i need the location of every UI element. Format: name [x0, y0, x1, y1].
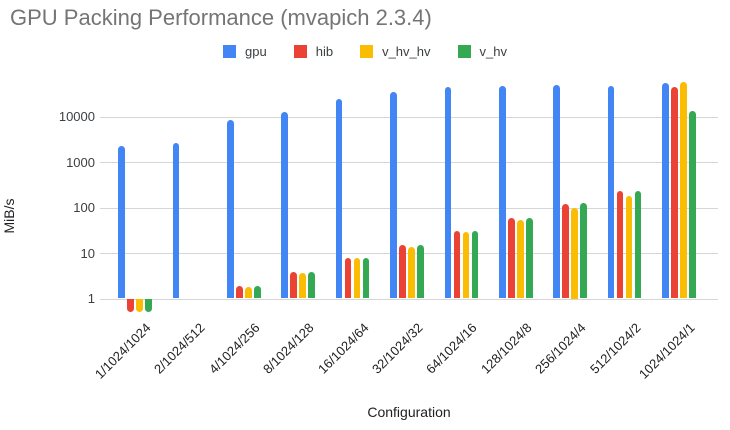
bar-v_hv-8/1024/128[interactable]	[308, 272, 315, 299]
bar-v_hv-64/1024/16[interactable]	[471, 231, 479, 299]
x-tick-label-32/1024/32: 32/1024/32	[368, 320, 426, 377]
x-tick-label-8/1024/128: 8/1024/128	[260, 320, 317, 377]
gridline-1000	[100, 162, 718, 163]
bar-gpu-64/1024/16[interactable]	[444, 87, 452, 299]
bar-v_hv_hv-4/1024/256[interactable]	[245, 286, 252, 299]
x-tick-label-512/1024/2: 512/1024/2	[586, 320, 644, 377]
y-axis-title: MiB/s	[1, 198, 17, 234]
bar-v_hv_hv-32/1024/32[interactable]	[408, 247, 415, 299]
bar-gpu-2/1024/512[interactable]	[172, 142, 180, 299]
legend-item-v_hv_hv[interactable]: v_hv_hv	[360, 43, 431, 59]
y-tick-label-1000: 1000	[66, 154, 95, 170]
bar-hib-4/1024/256[interactable]	[236, 285, 243, 299]
gridline-100	[100, 207, 718, 209]
x-axis-title: Configuration	[367, 404, 451, 420]
legend-item-hib[interactable]: hib	[293, 43, 334, 59]
bar-v_hv_hv-512/1024/2[interactable]	[625, 196, 633, 299]
gridline-10000	[100, 116, 718, 118]
legend-swatch-v_hv_hv	[360, 44, 374, 58]
bar-hib-128/1024/8[interactable]	[508, 217, 515, 299]
x-tick-label-2/1024/512: 2/1024/512	[151, 320, 208, 377]
gridline-1	[100, 298, 718, 300]
legend-label-hib: hib	[315, 43, 334, 59]
bar-v_hv-256/1024/4[interactable]	[580, 203, 587, 299]
legend-label-gpu: gpu	[245, 43, 267, 59]
bar-v_hv-1/1024/1024[interactable]	[145, 298, 152, 313]
bar-gpu-32/1024/32[interactable]	[390, 92, 397, 299]
bar-v_hv-32/1024/32[interactable]	[417, 244, 424, 299]
bar-gpu-128/1024/8[interactable]	[499, 86, 506, 299]
bar-gpu-16/1024/64[interactable]	[335, 99, 343, 299]
legend-swatch-hib	[293, 44, 307, 58]
x-tick-label-4/1024/256: 4/1024/256	[205, 320, 263, 377]
bar-gpu-256/1024/4[interactable]	[553, 85, 560, 299]
bar-v_hv_hv-256/1024/4[interactable]	[571, 207, 578, 299]
bar-hib-64/1024/16[interactable]	[453, 231, 461, 299]
chart-title: GPU Packing Performance (mvapich 2.3.4)	[10, 5, 432, 30]
legend-swatch-gpu	[223, 44, 237, 58]
bar-v_hv-4/1024/256[interactable]	[254, 285, 261, 299]
bar-v_hv_hv-8/1024/128[interactable]	[299, 272, 306, 299]
bar-v_hv-512/1024/2[interactable]	[634, 191, 642, 299]
bar-v_hv_hv-128/1024/8[interactable]	[517, 220, 524, 299]
bar-v_hv-16/1024/64[interactable]	[362, 257, 370, 299]
x-tick-label-256/1024/4: 256/1024/4	[532, 320, 589, 377]
y-tick-label-10: 10	[80, 245, 95, 261]
y-tick-label-100: 100	[73, 200, 95, 215]
bar-gpu-512/1024/2[interactable]	[607, 86, 615, 299]
x-tick-label-1024/1024/1: 1024/1024/1	[635, 320, 698, 382]
bar-gpu-1024/1024/1[interactable]	[662, 83, 669, 299]
legend-swatch-v_hv	[457, 44, 471, 58]
x-tick-label-16/1024/64: 16/1024/64	[314, 320, 372, 377]
bar-v_hv_hv-64/1024/16[interactable]	[462, 231, 470, 299]
bar-hib-512/1024/2[interactable]	[616, 190, 624, 299]
legend: gpu hib v_hv_hv v_hv	[0, 41, 730, 61]
bar-v_hv_hv-1024/1024/1[interactable]	[680, 82, 687, 299]
bar-hib-8/1024/128[interactable]	[290, 272, 297, 299]
legend-item-v_hv[interactable]: v_hv	[457, 43, 507, 59]
bar-hib-16/1024/64[interactable]	[344, 257, 352, 299]
legend-label-v_hv_hv: v_hv_hv	[382, 43, 431, 59]
y-tick-label-1: 1	[87, 291, 95, 306]
y-tick-label-10000: 10000	[58, 109, 95, 124]
x-tick-label-128/1024/8: 128/1024/8	[477, 320, 535, 377]
legend-label-v_hv: v_hv	[479, 43, 507, 59]
bar-gpu-1/1024/1024[interactable]	[118, 146, 125, 299]
bar-hib-1/1024/1024[interactable]	[127, 298, 134, 313]
bar-hib-1024/1024/1[interactable]	[671, 87, 678, 299]
bar-hib-32/1024/32[interactable]	[399, 244, 406, 299]
bar-v_hv_hv-16/1024/64[interactable]	[353, 258, 361, 299]
legend-item-gpu[interactable]: gpu	[223, 44, 267, 59]
bar-v_hv-1024/1024/1[interactable]	[689, 111, 696, 299]
bar-hib-256/1024/4[interactable]	[562, 203, 569, 299]
x-tick-label-1/1024/1024: 1/1024/1024	[91, 320, 154, 382]
x-tick-label-64/1024/16: 64/1024/16	[423, 320, 480, 377]
bar-v_hv_hv-1/1024/1024[interactable]	[136, 298, 143, 313]
bar-gpu-4/1024/256[interactable]	[227, 120, 234, 299]
bar-v_hv-128/1024/8[interactable]	[526, 218, 533, 299]
bar-gpu-8/1024/128[interactable]	[281, 111, 288, 299]
